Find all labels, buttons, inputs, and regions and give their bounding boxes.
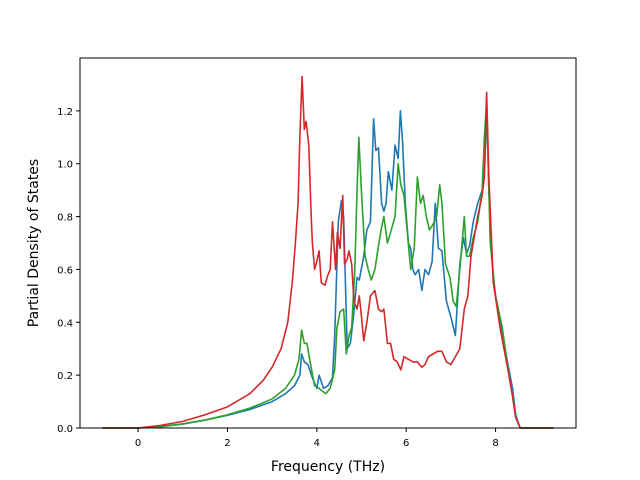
- y-tick-label: 0.0: [57, 424, 73, 435]
- x-axis-ticks: 0 2 4 6 8: [135, 428, 499, 449]
- x-tick-label: 4: [314, 438, 320, 449]
- x-axis-label: Frequency (THz): [271, 459, 385, 475]
- y-tick-label: 0.8: [57, 213, 73, 224]
- x-tick-label: 8: [492, 438, 498, 449]
- y-tick-label: 0.2: [57, 371, 73, 382]
- series-line-1: [102, 104, 554, 429]
- y-axis-label: Partial Density of States: [26, 159, 42, 327]
- plot-frame: [79, 57, 577, 429]
- x-tick-label: 2: [224, 438, 230, 449]
- series-layer: [102, 75, 554, 429]
- x-tick-label: 0: [135, 438, 141, 449]
- y-tick-label: 1.0: [57, 160, 73, 171]
- series-line-2: [102, 99, 554, 429]
- x-tick-label: 6: [403, 438, 409, 449]
- y-tick-label: 0.4: [57, 318, 73, 329]
- y-axis-ticks: 0.0 0.2 0.4 0.6 0.8 1.0 1.2: [57, 107, 80, 435]
- y-tick-label: 1.2: [57, 107, 73, 118]
- y-tick-label: 0.6: [57, 265, 73, 276]
- series-line-3: [102, 75, 554, 429]
